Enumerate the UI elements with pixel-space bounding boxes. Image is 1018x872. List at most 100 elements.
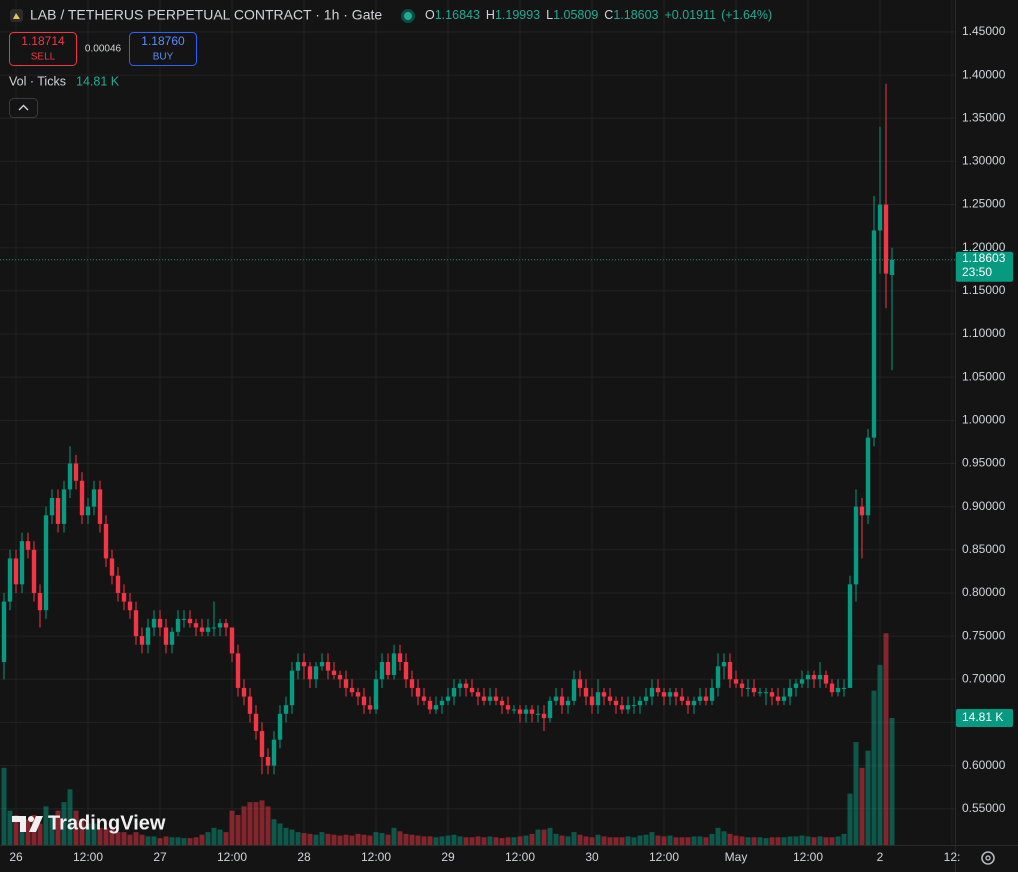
last-price-label: 1.18603 [962,251,1006,265]
buy-button[interactable] [129,32,197,66]
volume-bar [565,836,571,845]
gear-hub[interactable] [985,855,991,861]
candle-body [223,623,229,628]
y-tick-label: 1.40000 [962,67,1006,81]
volume-bar [451,834,457,845]
sell-price[interactable]: 1.18714 [21,34,65,48]
x-tick-label: 12:00 [361,850,391,864]
candle-body [25,541,31,550]
sell-button[interactable] [9,32,77,66]
candle-body [853,506,859,585]
volume-bar [427,836,433,845]
candle-body [19,541,25,585]
x-tick-label: 27 [153,850,167,864]
candle-body [289,670,295,706]
volume-bar [667,835,673,845]
indicator-value: 14.81 K [76,74,120,88]
candle-body [355,692,361,697]
candle-body [697,696,703,701]
volume-bar [577,834,583,845]
y-tick-label: 1.45000 [962,24,1006,38]
candle-body [463,683,469,688]
volume-bar [61,802,67,845]
candle-body [253,713,259,732]
x-tick-label: 29 [441,850,455,864]
buy-price[interactable]: 1.18760 [141,34,185,48]
volume-bar [589,837,595,845]
volume-bar [673,837,679,845]
volume-bar [19,819,25,845]
sell-label[interactable]: SELL [31,52,56,63]
volume-bar [721,831,727,845]
volume-bar [703,837,709,845]
candle-body [721,662,727,667]
countdown-label: 23:50 [962,265,992,279]
volume-bar [421,836,427,845]
volume-bar [25,819,31,845]
collapse-button[interactable] [9,98,38,118]
candle-body [205,627,211,632]
volume-bar [283,827,289,845]
volume-bar [541,829,547,845]
candle-body [307,666,313,680]
y-tick-label: 0.55000 [962,801,1006,815]
volume-bar [571,832,577,845]
volume-bar [97,827,103,845]
candle-body [793,683,799,688]
candle-body [859,506,865,516]
gear-ring[interactable] [981,851,995,865]
volume-bar [775,837,781,845]
candle-body [37,592,43,611]
volume-bar [199,834,205,845]
x-tick-label: 12:00 [73,850,103,864]
volume-bar [265,806,271,845]
candle-body [235,653,241,688]
candle-body [727,662,733,680]
candle-body [121,592,127,602]
candle-body [763,692,769,694]
candle-body [265,756,271,766]
volume-bar [739,836,745,845]
volume-bar [145,836,151,845]
candle-body [61,489,67,524]
volume-bar [625,836,631,845]
volume-bar [595,834,601,845]
candle-body [181,618,187,620]
volume-tag-label: 14.81 K [962,710,1003,724]
candle-body [301,662,307,667]
candle-body [109,558,115,576]
candle-body [391,653,397,675]
collapse-icon[interactable] [18,104,29,111]
volume-bar [817,836,823,845]
candle-body [379,662,385,680]
candle-body [673,692,679,697]
volume-bar [763,838,769,845]
x-tick-label: 12:00 [793,850,823,864]
candle-body [421,696,427,701]
candle-body [73,463,79,481]
volume-bar [463,837,469,845]
volume-bar [379,832,385,845]
candle-body [823,674,829,684]
watermark-logo-slash [29,816,43,832]
y-tick-label: 1.00000 [962,413,1006,427]
volume-tag [956,709,1013,728]
volume-bar [67,789,73,845]
volume-bar [343,834,349,845]
volume-bar [607,837,613,845]
volume-bar [511,837,517,845]
volume-bar [871,690,877,845]
candle-body [769,692,775,697]
buy-label[interactable]: BUY [153,52,174,63]
volume-bar [841,833,847,845]
volume-bar [43,806,49,845]
x-tick-label: 12:00 [505,850,535,864]
candle-body [505,705,511,710]
candle-body [679,696,685,701]
volume-bar [109,829,115,845]
candle-body [781,696,787,701]
candle-body [631,705,637,707]
candle-body [445,696,451,701]
settings-button[interactable] [981,851,995,865]
candle-body [757,692,763,694]
